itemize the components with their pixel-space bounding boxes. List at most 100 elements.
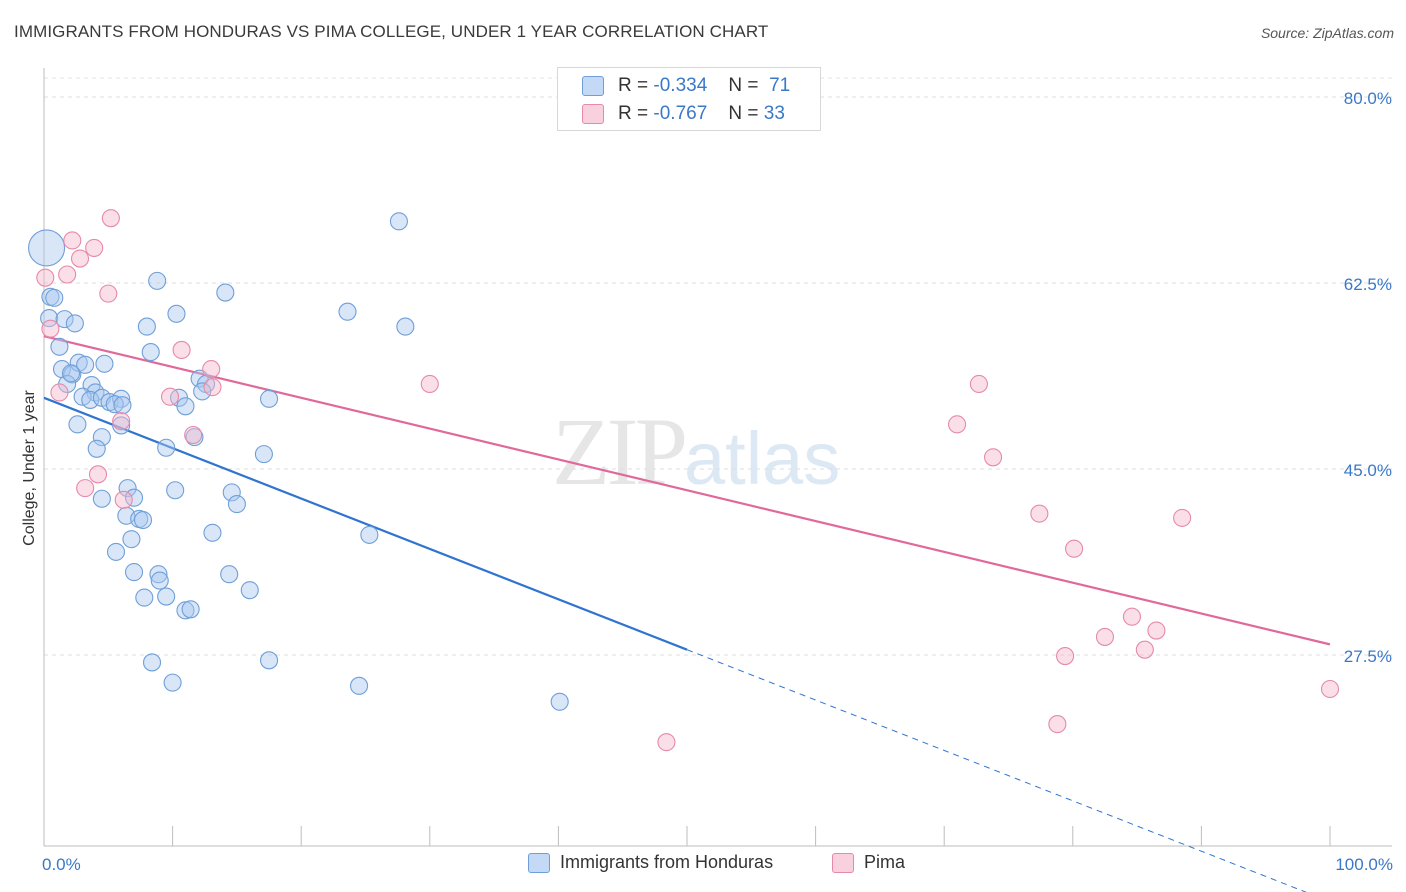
y-tick-label: 45.0% bbox=[1344, 461, 1392, 480]
honduras-point bbox=[220, 565, 239, 584]
honduras-point bbox=[396, 317, 415, 336]
honduras-point bbox=[203, 523, 222, 542]
legend-r-value: -0.767 bbox=[653, 103, 708, 124]
pima-point bbox=[172, 340, 191, 360]
honduras-point bbox=[113, 396, 132, 415]
pima-point bbox=[101, 209, 120, 228]
legend-swatch-blue bbox=[582, 76, 604, 96]
honduras-point bbox=[55, 310, 74, 329]
data-points bbox=[28, 209, 1340, 752]
honduras-point bbox=[167, 304, 186, 323]
pima-point bbox=[112, 412, 131, 431]
x-tick-label: 0.0% bbox=[42, 855, 81, 874]
legend-n-value: 33 bbox=[763, 103, 785, 124]
pima-point bbox=[85, 238, 104, 257]
pima-point bbox=[160, 387, 180, 406]
honduras-point bbox=[68, 415, 87, 434]
honduras-point bbox=[157, 438, 176, 457]
pima-point bbox=[1030, 504, 1049, 523]
legend-n-label: N = bbox=[728, 103, 759, 124]
honduras-point bbox=[254, 445, 273, 464]
pima-point bbox=[1095, 627, 1114, 646]
honduras-point bbox=[259, 651, 279, 670]
axis-labels: 80.0% 62.5% 45.0% 27.5% 0.0% 100.0% College, U… bbox=[21, 89, 1393, 874]
honduras-point bbox=[227, 495, 246, 514]
bottom-legend-label: Pima bbox=[864, 852, 906, 872]
pima-point bbox=[36, 268, 55, 287]
pima-point bbox=[1320, 679, 1340, 699]
honduras-point bbox=[118, 479, 137, 498]
pima-point bbox=[1147, 621, 1166, 640]
watermark-atlas: atlas bbox=[684, 417, 841, 500]
honduras-point bbox=[148, 271, 167, 290]
pima-point bbox=[41, 319, 60, 338]
pima-point bbox=[99, 284, 118, 303]
honduras-point bbox=[157, 587, 176, 606]
pima-point bbox=[1122, 607, 1142, 626]
honduras-point bbox=[550, 692, 569, 711]
pima-point bbox=[63, 231, 82, 250]
honduras-point bbox=[149, 565, 168, 584]
honduras-point bbox=[63, 365, 82, 384]
honduras-point bbox=[81, 390, 100, 409]
legend-swatch-pink bbox=[582, 104, 604, 124]
honduras-point bbox=[50, 337, 69, 356]
pima-point bbox=[203, 378, 222, 397]
pima-point bbox=[70, 249, 90, 268]
bottom-legend-swatch-pink bbox=[832, 852, 854, 873]
honduras-point bbox=[222, 483, 241, 502]
y-tick-label: 27.5% bbox=[1344, 647, 1392, 666]
honduras-point bbox=[61, 364, 81, 383]
legend-n-value: 71 bbox=[769, 75, 791, 96]
y-axis-label: College, Under 1 year bbox=[21, 390, 38, 546]
pima-point bbox=[948, 415, 967, 434]
pima-point bbox=[76, 479, 95, 498]
watermark-zip: ZIP bbox=[552, 398, 688, 505]
pima-point bbox=[184, 425, 203, 445]
honduras-point bbox=[181, 600, 200, 619]
honduras-point bbox=[389, 212, 408, 231]
honduras-point bbox=[95, 354, 114, 373]
legend-row-pima: R = -0.767 N = 33 bbox=[582, 102, 785, 126]
bottom-legend-honduras: Immigrants from Honduras bbox=[528, 852, 773, 873]
honduras-point bbox=[28, 229, 66, 267]
trend-lines bbox=[43, 335, 1331, 892]
pima-point bbox=[58, 265, 77, 284]
honduras-point bbox=[133, 510, 153, 530]
axes bbox=[43, 68, 1392, 847]
honduras-point bbox=[216, 283, 235, 302]
honduras-point bbox=[92, 428, 111, 447]
pima-point bbox=[1135, 640, 1154, 659]
honduras-point bbox=[65, 314, 84, 333]
honduras-point bbox=[350, 676, 369, 695]
pima-point bbox=[657, 733, 676, 752]
honduras-trend-line bbox=[43, 396, 688, 651]
honduras-point bbox=[338, 302, 357, 321]
honduras-point bbox=[92, 489, 111, 508]
pima-point bbox=[984, 448, 1003, 467]
honduras-point bbox=[150, 571, 169, 590]
bottom-legend-swatch-blue bbox=[528, 852, 550, 873]
x-tick-label: 100.0% bbox=[1335, 855, 1393, 874]
honduras-point bbox=[141, 343, 160, 362]
honduras-point bbox=[163, 673, 182, 692]
legend-r-value: -0.334 bbox=[653, 75, 708, 96]
pima-point bbox=[88, 465, 108, 484]
honduras-point bbox=[124, 563, 144, 582]
source-label: Source: ZipAtlas.com bbox=[1260, 25, 1394, 41]
honduras-point bbox=[87, 439, 106, 458]
honduras-point bbox=[176, 397, 195, 416]
pima-point bbox=[50, 383, 69, 402]
y-tick-label: 80.0% bbox=[1344, 89, 1392, 108]
honduras-point bbox=[166, 481, 185, 500]
chart-title: IMMIGRANTS FROM HONDURAS VS PIMA COLLEGE… bbox=[14, 22, 769, 41]
pima-point bbox=[1173, 508, 1192, 527]
bottom-legend-pima: Pima bbox=[832, 852, 905, 873]
honduras-point bbox=[240, 581, 259, 600]
pima-point bbox=[969, 374, 988, 394]
pima-point bbox=[420, 374, 439, 394]
honduras-point bbox=[45, 288, 64, 307]
pima-point bbox=[1056, 647, 1075, 666]
honduras-trend-extension bbox=[686, 649, 1307, 892]
